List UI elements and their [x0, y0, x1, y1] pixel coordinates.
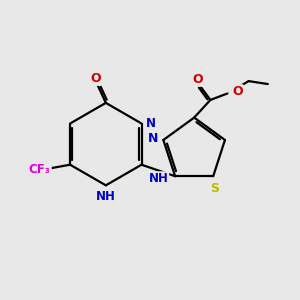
- Text: N: N: [148, 132, 158, 145]
- Text: O: O: [192, 73, 203, 86]
- Text: O: O: [90, 72, 101, 85]
- Text: NH: NH: [96, 190, 116, 203]
- Text: NH: NH: [148, 172, 168, 185]
- Text: N: N: [146, 117, 156, 130]
- Text: O: O: [232, 85, 243, 98]
- Text: S: S: [210, 182, 219, 194]
- Text: CF₃: CF₃: [29, 163, 51, 176]
